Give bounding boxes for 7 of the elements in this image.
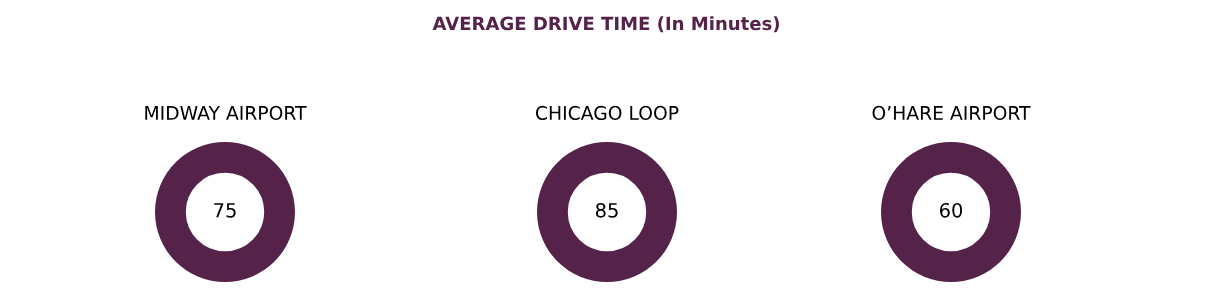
chart-title: MIDWAY AIRPORT [145, 105, 307, 121]
chart-title: O’HARE AIRPORT [872, 105, 1031, 121]
data-label: 85 [595, 202, 618, 218]
chart-title: CHICAGO LOOP [535, 105, 679, 121]
data-label: 60 [939, 202, 963, 218]
text: AVERAGE DRIVE TIME (In Minutes) [432, 16, 779, 33]
data-label: 75 [214, 203, 236, 218]
